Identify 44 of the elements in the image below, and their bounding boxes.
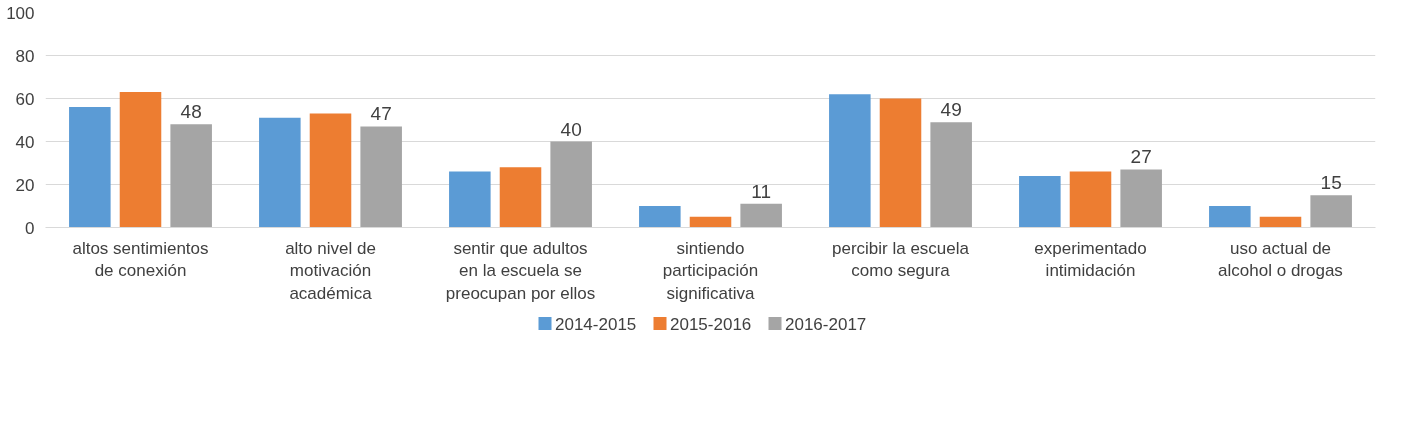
bar bbox=[69, 107, 111, 228]
bar bbox=[499, 167, 542, 228]
bar bbox=[879, 98, 922, 228]
bar bbox=[449, 171, 491, 228]
y-tick-label: 100 bbox=[6, 3, 35, 23]
x-tick-label: percibir la escuela como segura bbox=[831, 238, 970, 281]
bar bbox=[550, 141, 592, 228]
bar bbox=[1209, 206, 1251, 228]
y-tick-label: 80 bbox=[15, 46, 35, 66]
data-label: 11 bbox=[751, 180, 772, 202]
bar bbox=[1069, 171, 1112, 228]
data-label: 49 bbox=[940, 99, 962, 121]
bar bbox=[829, 94, 871, 228]
bar bbox=[930, 122, 972, 228]
bar bbox=[309, 113, 352, 228]
data-label: 27 bbox=[1130, 146, 1152, 168]
legend-label: 2015-2016 bbox=[670, 314, 752, 334]
y-tick-label: 40 bbox=[15, 132, 35, 152]
data-label: 47 bbox=[370, 103, 392, 125]
data-label: 40 bbox=[560, 118, 582, 140]
data-label: 48 bbox=[180, 101, 202, 123]
bar bbox=[1310, 195, 1352, 228]
x-tick-label: sintiendo participación significativa bbox=[662, 238, 759, 304]
x-tick-label: altos sentimientos de conexión bbox=[72, 238, 209, 281]
bar bbox=[1259, 216, 1302, 228]
data-label: 15 bbox=[1320, 172, 1342, 194]
y-tick-label: 60 bbox=[15, 89, 35, 109]
legend-label: 2016-2017 bbox=[785, 314, 867, 334]
x-tick-label: alto nivel de motivación académica bbox=[285, 238, 376, 304]
x-tick-label: experimentado intimidación bbox=[1034, 238, 1147, 281]
y-tick-label: 20 bbox=[15, 175, 35, 195]
x-tick-label: uso actual de alcohol o drogas bbox=[1218, 238, 1343, 281]
bar bbox=[119, 92, 162, 228]
bar bbox=[360, 126, 402, 228]
x-tick-label: sentir que adultos en la escuela se preocupan por ellos bbox=[445, 238, 596, 304]
bar bbox=[259, 117, 301, 228]
y-tick-label: 0 bbox=[25, 218, 35, 238]
bar bbox=[639, 206, 681, 228]
bar bbox=[1120, 169, 1162, 228]
bar bbox=[689, 216, 732, 228]
bar bbox=[1019, 175, 1061, 228]
bar bbox=[740, 203, 782, 228]
legend-label: 2014-2015 bbox=[555, 314, 637, 334]
bar bbox=[170, 124, 212, 228]
